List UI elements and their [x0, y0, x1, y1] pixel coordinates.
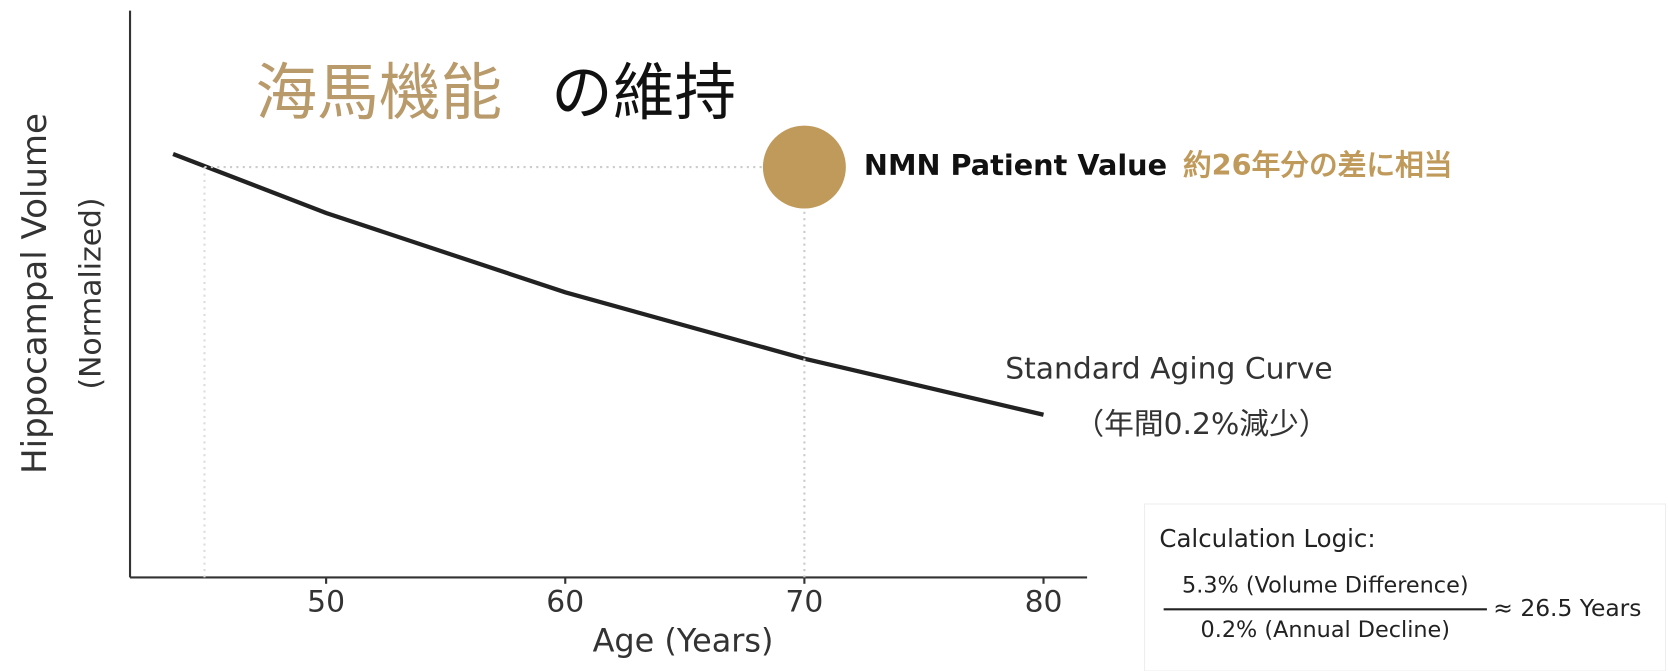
line — [172, 152, 1045, 417]
chart-title: 海馬機能 — [256, 57, 503, 129]
x-tick-label: 70 — [785, 584, 823, 619]
chart-title-suffix: の維持 — [551, 57, 736, 129]
point-label: NMN Patient Value — [864, 148, 1167, 182]
x-tick-label: 50 — [307, 584, 345, 619]
series-label: Standard Aging Curve — [1005, 352, 1332, 387]
y-axis-sublabel: (Normalized) — [73, 197, 108, 389]
calc-denominator: 0.2% (Annual Decline) — [1201, 617, 1450, 643]
x-axis-label: Age (Years) — [593, 621, 774, 659]
calc-result: ≈ 26.5 Years — [1493, 594, 1641, 622]
calc-numerator: 5.3% (Volume Difference) — [1182, 572, 1469, 598]
y-axis-label: Hippocampal Volume — [15, 113, 55, 474]
calc-heading: Calculation Logic: — [1159, 524, 1375, 553]
x-tick-label: 60 — [546, 584, 584, 619]
point-note: 約26年分の差に相当 — [1183, 148, 1453, 182]
calc-box — [1143, 503, 1667, 671]
point — [762, 125, 846, 209]
series-note: （年間0.2%減少） — [1074, 407, 1328, 442]
x-tick-label: 80 — [1025, 584, 1063, 619]
